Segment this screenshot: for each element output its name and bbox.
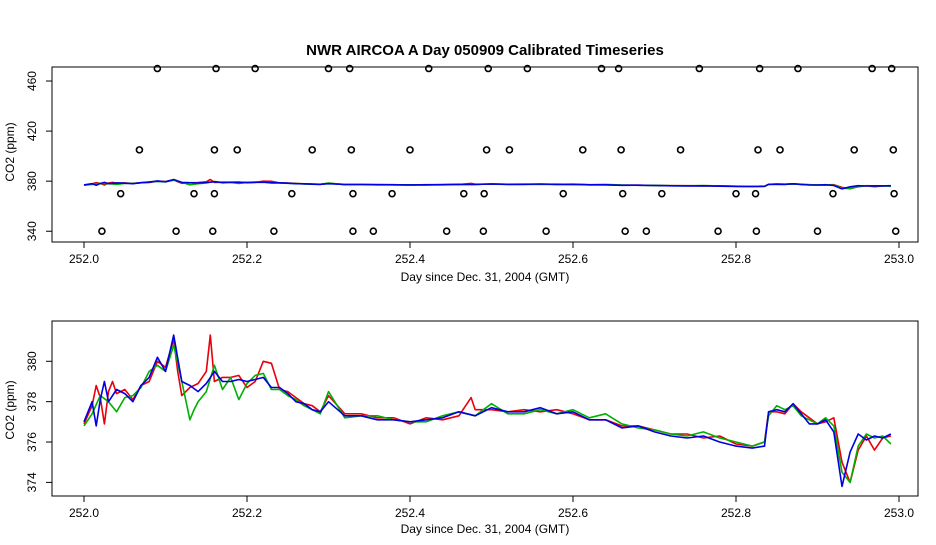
series-line-green <box>83 344 892 484</box>
x-tick-label: 252.6 <box>558 506 588 520</box>
y-tick-label: 380 <box>25 171 39 191</box>
calibration-point <box>776 146 784 154</box>
x-tick-label: 252.4 <box>395 506 425 520</box>
calibration-point <box>891 227 900 236</box>
x-tick-label: 252.2 <box>232 506 262 520</box>
calibration-point <box>347 146 356 154</box>
calibration-point <box>172 227 180 236</box>
calibration-point <box>559 189 568 198</box>
x-tick-label: 252.2 <box>232 252 262 266</box>
y-tick-label: 340 <box>25 221 39 241</box>
y-tick-label: 376 <box>25 432 39 452</box>
calibration-point <box>887 64 896 73</box>
calibration-point <box>642 227 651 236</box>
x-tick-label: 253.0 <box>884 252 914 266</box>
x-tick-label: 252.0 <box>69 506 99 520</box>
calibration-point <box>349 227 357 236</box>
calibration-panel: NWR AIRCOA A Day 050909 Calibrated Times… <box>3 42 919 284</box>
calibration-point <box>442 227 451 236</box>
series-line-overview-blue <box>83 178 891 190</box>
calibration-point <box>345 64 354 73</box>
y-tick-label: 378 <box>25 391 39 411</box>
x-axis-label-top: Day since Dec. 31, 2004 (GMT) <box>401 270 570 284</box>
calibration-point <box>233 146 242 154</box>
calibration-point <box>251 64 259 73</box>
calibration-point <box>484 64 493 73</box>
calibration-point <box>424 64 433 73</box>
calibration-point <box>752 227 761 236</box>
calibration-point <box>482 146 491 154</box>
calibration-point <box>695 64 704 73</box>
calibration-point <box>751 189 760 198</box>
calibration-point <box>621 227 629 236</box>
calibration-point <box>732 189 740 198</box>
calibration-point <box>479 227 488 236</box>
calibration-point <box>617 146 625 154</box>
calibration-point <box>754 146 762 154</box>
calibration-point <box>308 146 317 154</box>
calibration-point <box>755 64 764 73</box>
calibration-point <box>153 64 162 73</box>
calibration-point <box>406 146 414 154</box>
calibration-point <box>208 227 217 236</box>
calibration-point <box>190 189 198 198</box>
calibration-point <box>116 189 125 198</box>
y-tick-label: 380 <box>25 351 39 371</box>
calibration-point <box>829 189 837 198</box>
calibration-point <box>618 189 627 198</box>
calibration-point <box>210 189 219 198</box>
calibration-point <box>868 64 876 73</box>
y-tick-label: 374 <box>25 472 39 492</box>
calibration-point <box>714 227 722 236</box>
calibration-point <box>212 64 220 73</box>
calibration-point <box>505 146 514 154</box>
calibration-point <box>270 227 278 236</box>
x-tick-label: 252.4 <box>395 252 425 266</box>
calibration-point <box>349 189 357 198</box>
calibration-point <box>324 64 333 73</box>
x-tick-label: 252.8 <box>721 506 751 520</box>
x-tick-label: 253.0 <box>884 506 914 520</box>
calibration-point <box>288 189 296 198</box>
calibration-point <box>210 146 219 154</box>
calibration-point <box>369 227 378 236</box>
calibration-point <box>578 146 587 154</box>
x-axis-label-bottom: Day since Dec. 31, 2004 (GMT) <box>401 522 570 536</box>
plot-frame-top <box>51 66 919 243</box>
calibration-point <box>523 64 532 73</box>
series-line-blue <box>83 334 892 488</box>
plot-frame-bottom <box>51 320 919 497</box>
timeseries-panel: 252.0 252.2 252.4 252.6 252.8 253.0 374 376 378… <box>3 320 919 536</box>
calibration-point <box>850 146 858 154</box>
calibration-point <box>676 146 685 154</box>
x-tick-label: 252.0 <box>69 252 99 266</box>
y-axis-label-top: CO2 (ppm) <box>3 122 17 181</box>
x-tick-label: 252.6 <box>558 252 588 266</box>
series-line-red <box>83 334 892 484</box>
calibration-point <box>794 64 802 73</box>
calibration-point <box>388 189 396 198</box>
calibration-point <box>542 227 550 236</box>
y-tick-label: 420 <box>25 121 39 141</box>
calibration-point <box>813 227 822 236</box>
calibration-point <box>614 64 623 73</box>
calibration-point <box>98 227 106 236</box>
y-axis-label-bottom: CO2 (ppm) <box>3 380 17 439</box>
calibration-point <box>135 146 144 154</box>
calibration-point <box>889 146 898 154</box>
chart-title: NWR AIRCOA A Day 050909 Calibrated Times… <box>306 42 664 59</box>
calibration-point <box>658 189 666 198</box>
calibration-point <box>890 189 898 198</box>
calibration-point <box>459 189 468 198</box>
calibration-point <box>480 189 488 198</box>
y-tick-label: 460 <box>25 71 39 91</box>
x-tick-label: 252.8 <box>721 252 751 266</box>
calibration-point <box>597 64 606 73</box>
